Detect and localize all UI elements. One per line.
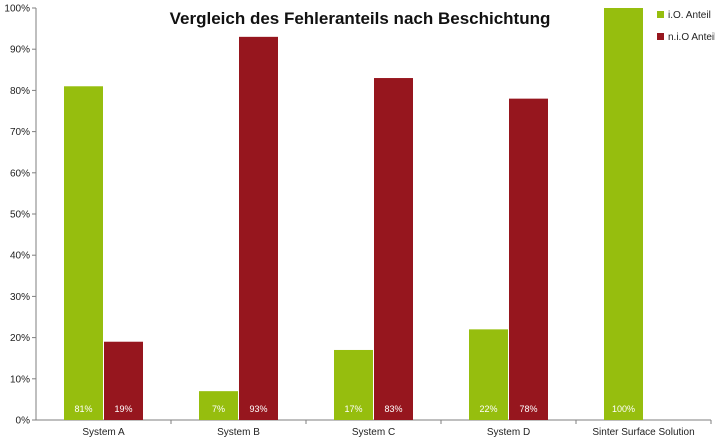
legend-label: i.O. Anteil: [668, 10, 711, 21]
bar-io: [334, 349, 373, 420]
bar-nio: [104, 341, 143, 420]
bar-nio: [239, 36, 278, 421]
data-label: 17%: [344, 404, 362, 414]
data-label: 93%: [249, 404, 267, 414]
bar-io: [604, 8, 643, 420]
x-tick-label: System A: [82, 427, 125, 438]
y-tick-label: 70%: [10, 127, 30, 138]
bar-io: [64, 86, 103, 420]
data-label: 19%: [114, 404, 132, 414]
x-tick-label: Sinter Surface Solution: [592, 427, 694, 438]
y-tick-label: 40%: [10, 251, 30, 262]
bar-io: [469, 329, 508, 420]
y-tick-label: 10%: [10, 374, 30, 385]
data-label: 83%: [384, 404, 402, 414]
y-tick-label: 50%: [10, 210, 30, 221]
x-tick-label: System C: [352, 427, 395, 438]
y-tick-label: 0%: [16, 416, 31, 427]
y-tick-label: 90%: [10, 45, 30, 56]
y-tick-label: 100%: [4, 4, 30, 15]
x-tick-label: System D: [487, 427, 530, 438]
legend-swatch: [657, 33, 664, 40]
legend: i.O. Anteil n.i.O Anteil: [657, 10, 715, 43]
chart-title: Vergleich des Fehleranteils nach Beschic…: [170, 9, 551, 28]
bar-nio: [509, 98, 548, 420]
x-tick-label: System B: [217, 427, 260, 438]
y-tick-label: 20%: [10, 333, 30, 344]
axes: 0% 10% 20% 30% 40% 50% 60% 70% 80% 90% 100% System …: [4, 4, 712, 438]
data-label: 81%: [74, 404, 92, 414]
data-label: 78%: [519, 404, 537, 414]
bars: 81% 19% 7% 93% 17% 83% 22% 78% 100%: [64, 8, 643, 421]
data-label: 100%: [612, 404, 635, 414]
legend-swatch: [657, 11, 664, 18]
data-label: 22%: [479, 404, 497, 414]
y-tick-label: 80%: [10, 86, 30, 97]
legend-label: n.i.O Anteil: [668, 32, 715, 43]
y-tick-label: 60%: [10, 168, 30, 179]
y-tick-label: 30%: [10, 292, 30, 303]
bar-io: [199, 391, 238, 420]
data-label: 7%: [212, 404, 225, 414]
bar-nio: [374, 78, 413, 420]
